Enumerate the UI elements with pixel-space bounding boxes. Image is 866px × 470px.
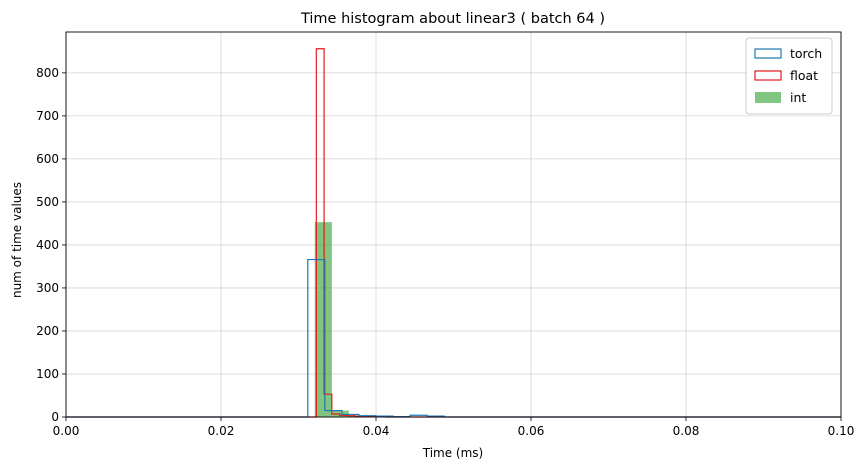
x-tick-label: 0.00 xyxy=(53,424,80,438)
tick-labels: 0.00 0.02 0.04 0.06 0.08 0.10 0 100 200 300 400 500… xyxy=(36,66,854,438)
legend-swatch-int xyxy=(755,92,781,103)
x-tick-label: 0.06 xyxy=(518,424,545,438)
x-axis-label: Time (ms) xyxy=(422,446,484,460)
bar-int xyxy=(314,222,332,417)
y-tick-label: 100 xyxy=(36,367,59,381)
bar-int xyxy=(331,410,349,417)
legend-label-float: float xyxy=(790,68,818,83)
legend-swatch-torch xyxy=(754,48,782,59)
x-tick-label: 0.02 xyxy=(208,424,235,438)
y-tick-label: 800 xyxy=(36,66,59,80)
x-tick-label: 0.10 xyxy=(828,424,855,438)
legend-label-int: int xyxy=(790,90,806,105)
y-tick-label: 500 xyxy=(36,195,59,209)
y-axis-label: num of time values xyxy=(10,182,24,298)
x-tick-label: 0.08 xyxy=(673,424,700,438)
y-tick-label: 700 xyxy=(36,109,59,123)
legend-label-torch: torch xyxy=(790,46,822,61)
axes xyxy=(62,31,842,421)
legend-swatch-float xyxy=(754,70,782,81)
y-tick-label: 400 xyxy=(36,238,59,252)
chart-title: Time histogram about linear3 ( batch 64 … xyxy=(300,11,605,27)
legend: torch float int xyxy=(745,37,833,115)
plot-frame xyxy=(65,31,842,418)
x-tick-label: 0.04 xyxy=(363,424,390,438)
y-tick-label: 600 xyxy=(36,152,59,166)
step-line-torch xyxy=(66,258,841,418)
y-tick-label: 200 xyxy=(36,324,59,338)
y-tick-label: 0 xyxy=(51,410,59,424)
y-tick-label: 300 xyxy=(36,281,59,295)
